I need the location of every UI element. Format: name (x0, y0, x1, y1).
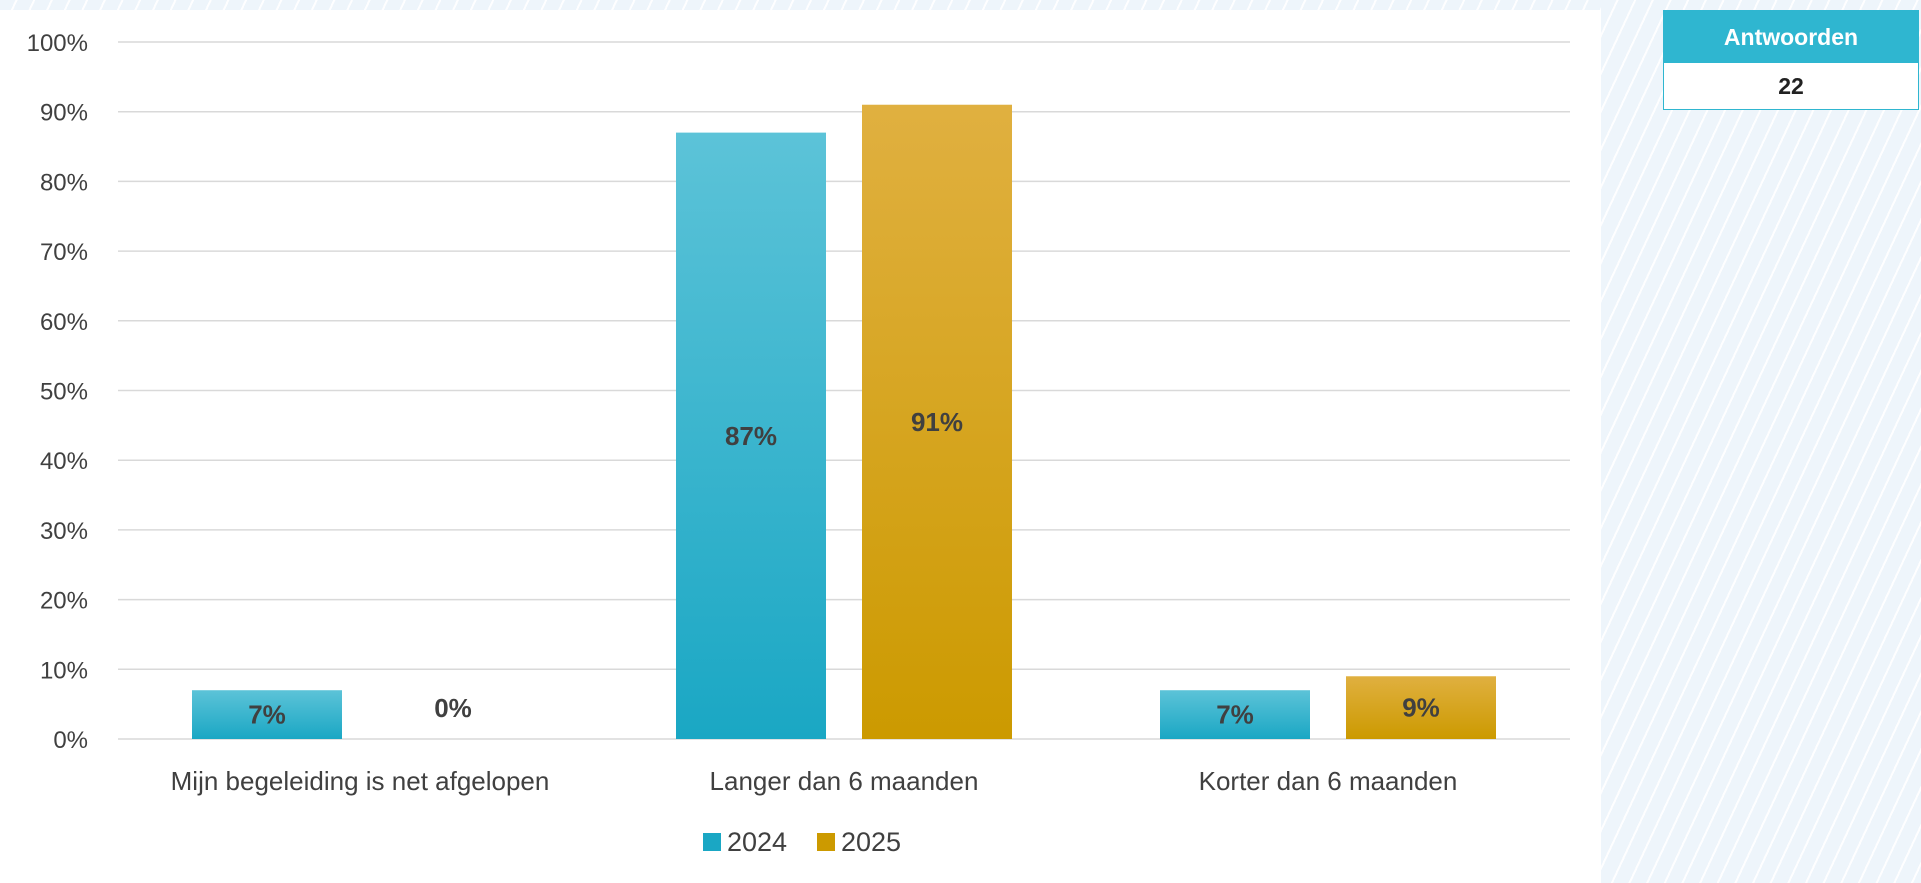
data-labels: 7% 0% 87% 91% 7% 9% (248, 407, 1440, 730)
y-tick-label-10: 10% (40, 657, 88, 684)
category-label-0: Mijn begeleiding is net afgelopen (171, 766, 550, 796)
y-tick-label-80: 80% (40, 169, 88, 196)
category-label-1: Langer dan 6 maanden (710, 766, 979, 796)
data-label-2025-2: 9% (1402, 693, 1440, 723)
y-tick-label-40: 40% (40, 448, 88, 475)
legend: 2024 2025 (703, 827, 901, 857)
legend-label-2024: 2024 (727, 827, 787, 857)
bar-2024-1 (676, 132, 826, 740)
legend-swatch-2024 (703, 833, 721, 851)
data-label-2024-1: 87% (725, 421, 777, 451)
y-tick-label-30: 30% (40, 518, 88, 545)
category-label-2: Korter dan 6 maanden (1199, 766, 1458, 796)
answers-card: Antwoorden 22 (1663, 10, 1919, 110)
legend-swatch-2025 (817, 833, 835, 851)
y-tick-label-70: 70% (40, 239, 88, 266)
y-tick-label-90: 90% (40, 100, 88, 127)
bars (192, 104, 1496, 740)
top-decorative-strip (0, 0, 1601, 10)
bar-2024-2 (1160, 690, 1310, 739)
answers-card-value: 22 (1664, 63, 1918, 109)
gridlines (118, 41, 1570, 740)
data-label-2025-1: 91% (911, 407, 963, 437)
y-tick-label-100: 100% (27, 30, 88, 57)
y-axis-tick-labels: 0% 10% 20% 30% 40% 50% 60% 70% 80% 90% 100% (27, 30, 88, 754)
category-labels: Mijn begeleiding is net afgelopen Langer … (171, 766, 1458, 796)
y-tick-label-50: 50% (40, 379, 88, 406)
bar-2025-2 (1346, 676, 1496, 739)
bar-chart: 0% 10% 20% 30% 40% 50% 60% 70% 80% 90% 100% 7% 0% 87… (27, 30, 1570, 857)
answers-card-header: Antwoorden (1664, 11, 1918, 63)
y-tick-label-60: 60% (40, 309, 88, 336)
legend-label-2025: 2025 (841, 827, 901, 857)
side-decorative-panel (1601, 0, 1921, 883)
data-label-2024-0: 7% (248, 700, 286, 730)
y-tick-label-0: 0% (53, 727, 88, 754)
bar-2024-0 (192, 690, 342, 739)
y-tick-label-20: 20% (40, 588, 88, 615)
data-label-2024-2: 7% (1216, 700, 1254, 730)
data-label-2025-0: 0% (434, 693, 472, 723)
bar-2025-1 (862, 104, 1012, 740)
